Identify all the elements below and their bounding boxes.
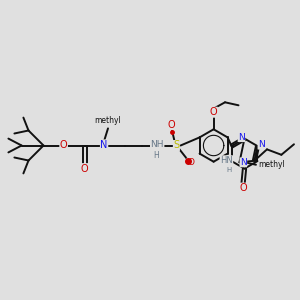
Text: N: N — [100, 140, 108, 150]
Text: N: N — [238, 133, 245, 142]
Text: methyl: methyl — [94, 116, 122, 125]
Text: H: H — [154, 151, 160, 160]
Text: methyl: methyl — [258, 160, 284, 169]
Text: O: O — [81, 164, 88, 174]
Text: S: S — [173, 140, 179, 151]
Text: O: O — [239, 183, 247, 193]
Text: NH: NH — [151, 140, 164, 149]
Text: O: O — [167, 120, 175, 130]
Text: H: H — [226, 167, 232, 172]
Text: O: O — [60, 140, 68, 151]
Text: O: O — [210, 107, 218, 117]
Text: HN: HN — [220, 156, 233, 165]
Text: N: N — [240, 158, 247, 167]
Text: N: N — [258, 140, 265, 149]
Text: O: O — [187, 158, 194, 167]
